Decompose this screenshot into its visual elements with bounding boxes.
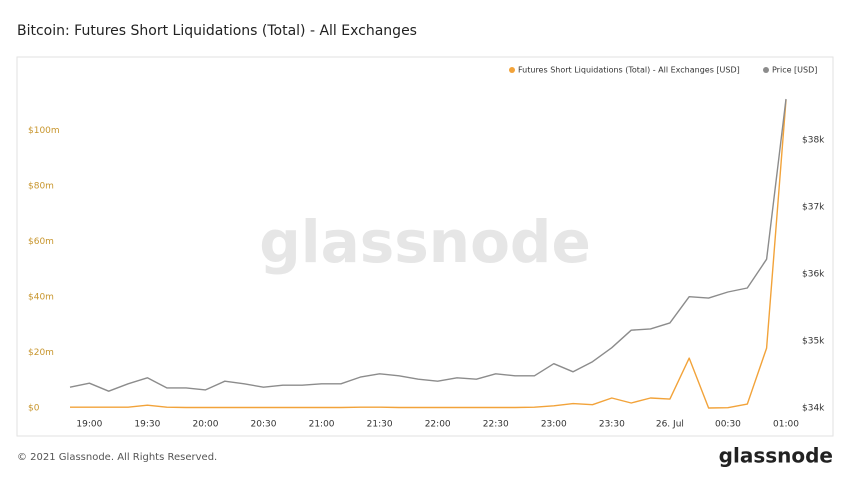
legend-label: Price [USD] [772,66,817,75]
y2-tick-label: $35k [802,336,825,346]
y-tick-label: $80m [28,182,54,192]
x-tick-label: 20:30 [251,420,277,430]
series-line [70,99,787,409]
chart-title: Bitcoin: Futures Short Liquidations (Tot… [17,23,417,39]
y-tick-label: $0 [28,404,40,414]
x-tick-label: 21:00 [309,420,335,430]
y2-tick-label: $38k [802,135,825,145]
y-tick-label: $40m [28,293,54,303]
brand: glassnode [719,444,833,468]
y2-tick-label: $37k [802,202,825,212]
x-tick-label: 01:00 [773,420,799,430]
footer: © 2021 Glassnode. All Rights Reserved. [17,452,217,463]
series-line [69,98,787,392]
x-tick-label: 00:30 [715,420,741,430]
x-tick-label: 20:00 [192,420,218,430]
x-tick-label: 23:00 [541,420,567,430]
x-tick-label: 26. Jul [656,420,684,430]
watermark: glassnode [259,208,591,276]
x-tick-label: 22:00 [425,420,451,430]
x-tick-label: 19:00 [76,420,102,430]
x-tick-label: 22:30 [483,420,509,430]
y-tick-label: $20m [28,348,54,358]
legend-marker [509,67,515,73]
x-tick-label: 23:30 [599,420,625,430]
x-tick-label: 21:30 [367,420,393,430]
x-tick-label: 19:30 [134,420,160,430]
y-tick-label: $60m [28,237,54,247]
y-tick-label: $100m [28,126,60,136]
y2-tick-label: $34k [802,403,825,413]
legend-marker [763,67,769,73]
legend-label: Futures Short Liquidations (Total) - All… [518,66,740,75]
chart-frame [16,56,834,437]
y2-tick-label: $36k [802,269,825,279]
